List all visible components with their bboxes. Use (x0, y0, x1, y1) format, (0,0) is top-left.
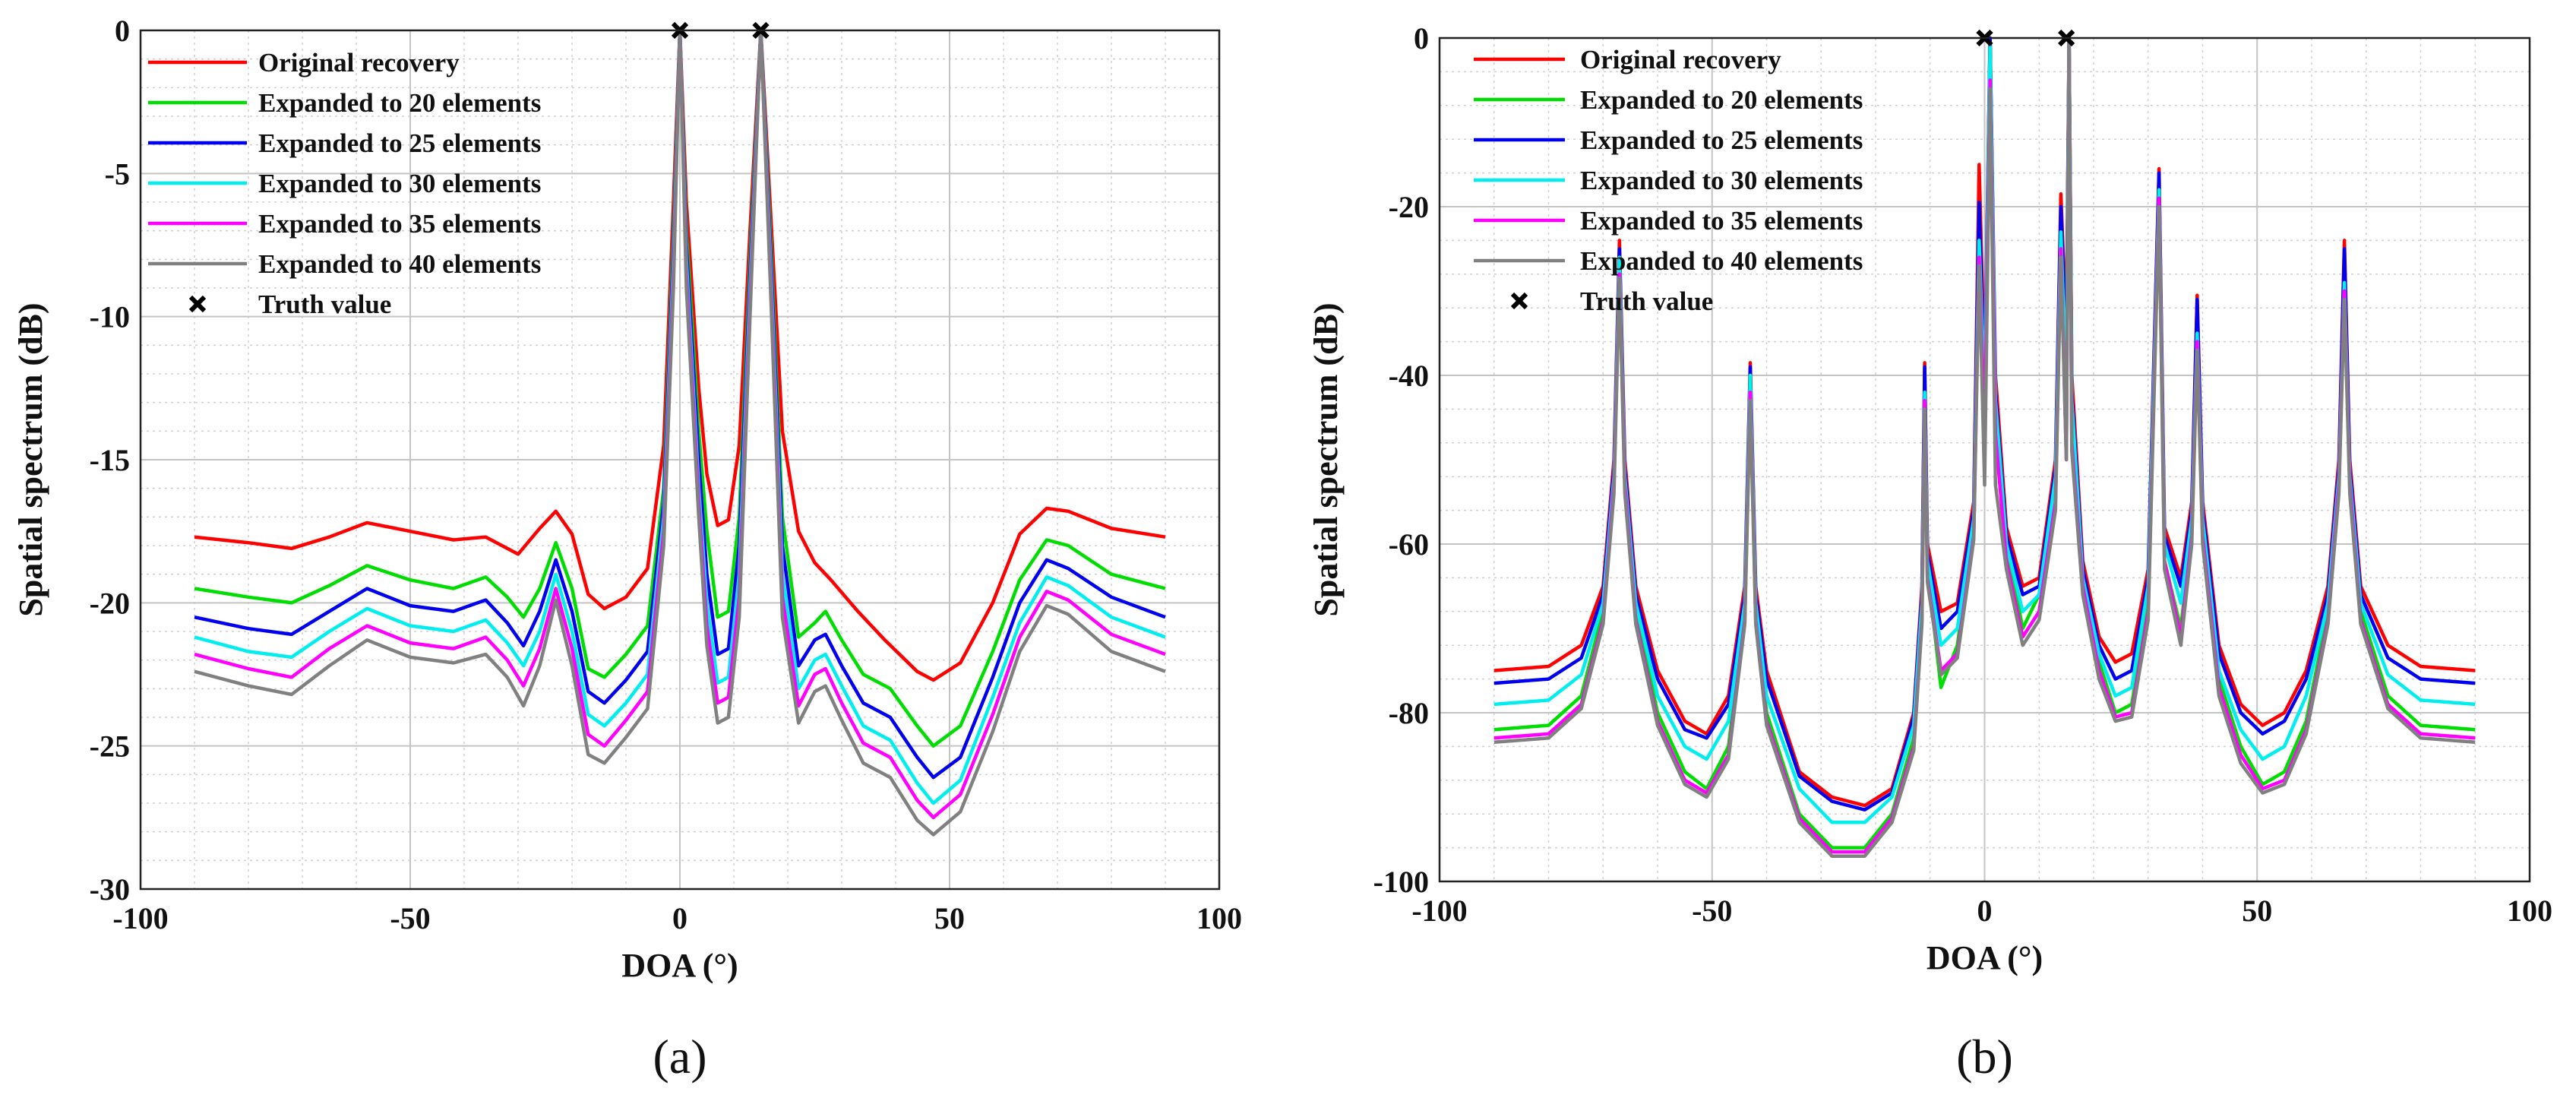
x-tick-label: -50 (390, 901, 430, 935)
legend-item: Original recovery (1474, 45, 1781, 74)
y-axis-label: Spatial spectrum (dB) (1307, 302, 1345, 616)
x-tick-label: -50 (1692, 894, 1732, 928)
legend-item: Expanded to 35 elements (148, 209, 541, 239)
panel-label: (a) (653, 1030, 706, 1084)
legend-label: Truth value (258, 290, 391, 319)
legend: Original recovery Expanded to 20 elements… (1474, 45, 1863, 316)
x-axis-label: DOA (°) (621, 947, 738, 984)
legend-item: Expanded to 20 elements (1474, 85, 1863, 115)
y-tick-label: -20 (90, 586, 130, 620)
legend: Original recovery Expanded to 20 elements… (148, 48, 541, 319)
x-tick-label: 100 (1196, 901, 1242, 935)
y-tick-label: -100 (1373, 865, 1429, 899)
legend-marker (1510, 292, 1528, 310)
y-tick-label: -15 (90, 443, 130, 477)
axes-box (139, 29, 1221, 891)
legend-label: Expanded to 25 elements (1580, 125, 1863, 155)
legend-label: Original recovery (1580, 45, 1781, 74)
legend-item: Expanded to 25 elements (148, 128, 541, 158)
y-tick-label: -80 (1389, 696, 1429, 730)
y-tick-label: 0 (115, 14, 130, 48)
panel-label: (b) (1956, 1030, 2013, 1084)
legend-label: Expanded to 35 elements (1580, 206, 1863, 236)
legend-label: Expanded to 20 elements (1580, 85, 1863, 115)
legend-label: Expanded to 35 elements (258, 209, 541, 239)
legend-item: Expanded to 25 elements (1474, 125, 1863, 155)
y-tick-label: -40 (1389, 359, 1429, 393)
y-tick-label: -30 (90, 872, 130, 907)
legend-marker (188, 295, 207, 313)
x-tick-label: 50 (2242, 894, 2272, 928)
legend-item: Truth value (188, 290, 391, 319)
chart-b: -100 -50 0 50 100 0 -20 -40 -60 -80 -100 DOA (°) Spa… (1307, 21, 2552, 1084)
legend-label: Expanded to 40 elements (1580, 246, 1863, 276)
legend-item: Expanded to 40 elements (148, 249, 541, 279)
y-tick-label: -5 (105, 157, 130, 191)
axes-box (1438, 36, 2531, 883)
legend-item: Expanded to 30 elements (148, 169, 541, 198)
y-tick-label: -20 (1389, 190, 1429, 224)
series-line-2 (194, 28, 1166, 748)
legend-label: Expanded to 30 elements (258, 169, 541, 198)
legend-item: Expanded to 40 elements (1474, 246, 1863, 276)
y-tick-label: 0 (1414, 21, 1429, 55)
chart-a: -100 -50 0 50 100 0 -5 -10 -15 -20 -25 -30 DOA (°) Sp… (12, 14, 1242, 1084)
y-axis-label: Spatial spectrum (dB) (12, 302, 49, 616)
x-tick-label: 0 (672, 901, 687, 935)
legend-label: Truth value (1580, 286, 1713, 316)
legend-label: Expanded to 40 elements (258, 249, 541, 279)
series-line-1 (194, 28, 1166, 682)
legend-item: Truth value (1510, 286, 1713, 316)
legend-label: Expanded to 30 elements (1580, 166, 1863, 195)
y-tick-label: -25 (90, 729, 130, 764)
legend-label: Original recovery (258, 48, 460, 78)
legend-item: Original recovery (148, 48, 460, 78)
y-tick-label: -10 (90, 300, 130, 334)
series-line-3 (194, 28, 1166, 780)
legend-label: Expanded to 20 elements (258, 88, 541, 118)
legend-label: Expanded to 25 elements (258, 128, 541, 158)
legend-item: Expanded to 35 elements (1474, 206, 1863, 236)
series-line-6 (194, 28, 1166, 837)
x-tick-label: 50 (934, 901, 965, 935)
y-tick-label: -60 (1389, 527, 1429, 562)
legend-item: Expanded to 20 elements (148, 88, 541, 118)
legend-item: Expanded to 30 elements (1474, 166, 1863, 195)
x-tick-label: -100 (112, 901, 168, 935)
x-tick-label: 100 (2507, 894, 2552, 928)
x-axis-label: DOA (°) (1926, 939, 2043, 976)
x-tick-label: 0 (1977, 894, 1993, 928)
x-tick-label: -100 (1411, 894, 1467, 928)
series-line-6 (1493, 36, 2476, 858)
